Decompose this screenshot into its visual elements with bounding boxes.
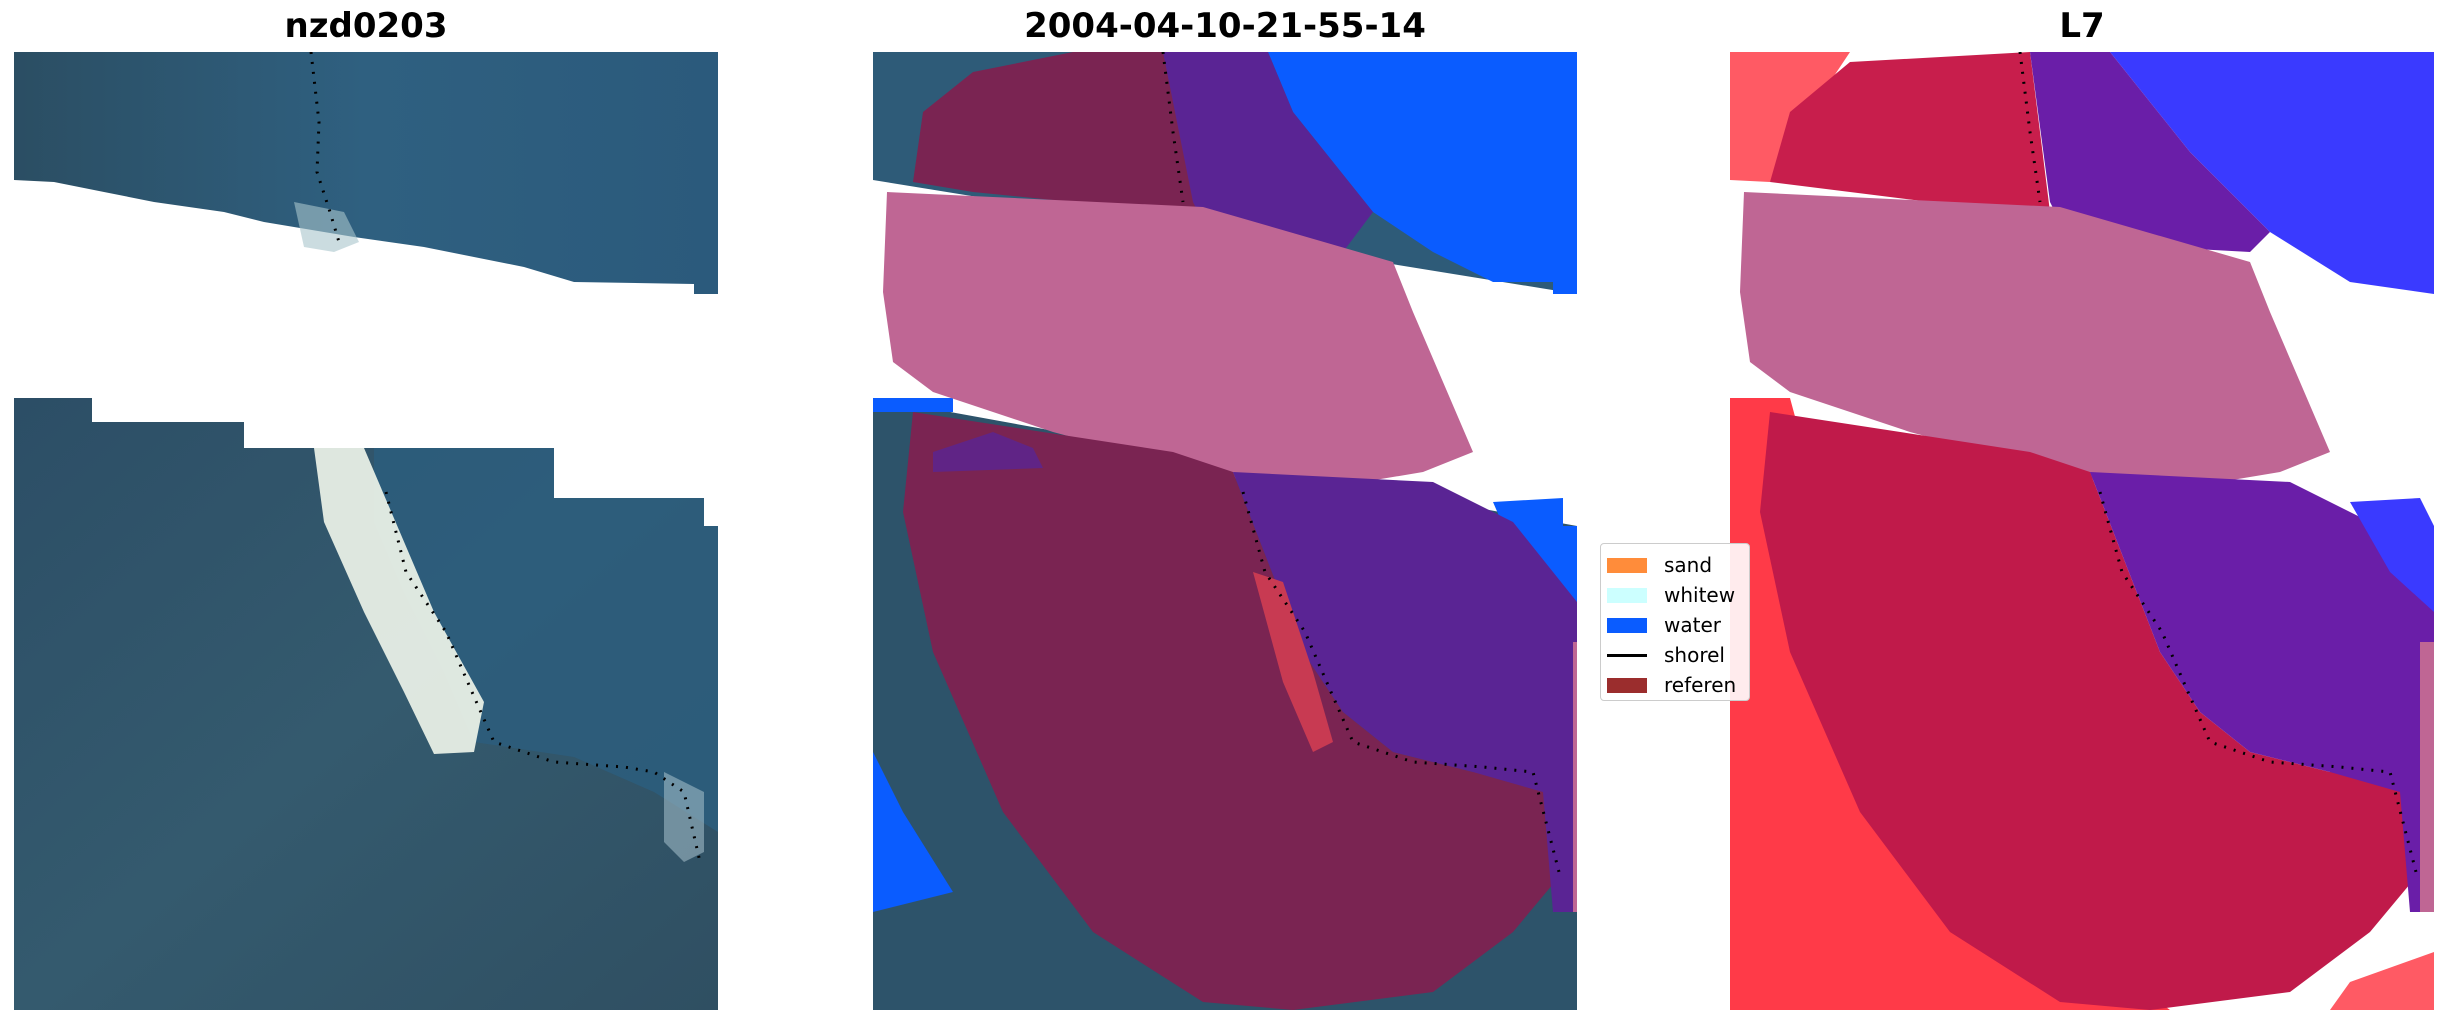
l7-red-region: [1730, 398, 2170, 1010]
rgb-image: [14, 52, 718, 1010]
legend-item-shoreline: shorel: [1601, 640, 1749, 670]
legend-line-shoreline: [1607, 653, 1647, 657]
legend-label-shoreline: shorel: [1664, 643, 1725, 667]
legend-item-whitewater: whitew: [1601, 580, 1749, 610]
panel-title-3: L7: [2059, 6, 2105, 46]
red-class-sliver: [1253, 572, 1333, 752]
legend-item-sand: sand: [1601, 550, 1749, 580]
panel-title-1: nzd0203: [284, 6, 448, 46]
classification-image: [873, 52, 1577, 1010]
legend: sand whitew water shorel referen: [1600, 543, 1750, 701]
classification-panel: [873, 52, 1577, 1010]
pink-class-band: [883, 192, 1473, 492]
shoreline-trace: [309, 52, 341, 243]
rgb-image-panel: [14, 52, 718, 1010]
maroon-class-lower: [903, 412, 1563, 1010]
whitewater-streak: [314, 448, 484, 754]
legend-swatch-reference: [1607, 677, 1647, 693]
purple-class-lower: [1233, 472, 1577, 912]
l7-blue-region: [2110, 52, 2434, 294]
legend-swatch-sand: [1607, 557, 1647, 573]
l7-panel: [1730, 52, 2434, 1010]
legend-swatch-water: [1607, 617, 1647, 633]
legend-label-water: water: [1664, 613, 1721, 637]
l7-magenta-region: [1760, 412, 2420, 1010]
l7-image: [1730, 52, 2434, 1010]
legend-label-whitewater: whitew: [1664, 583, 1736, 607]
legend-label-sand: sand: [1664, 553, 1713, 577]
legend-item-reference: referen: [1601, 670, 1749, 700]
legend-swatch-whitewater: [1607, 587, 1647, 603]
legend-label-reference: referen: [1664, 673, 1737, 697]
legend-item-water: water: [1601, 610, 1749, 640]
image-strip-top: [14, 52, 718, 294]
water-class-top: [1268, 52, 1577, 294]
panel-title-2: 2004-04-10-21-55-14: [1024, 6, 1426, 46]
